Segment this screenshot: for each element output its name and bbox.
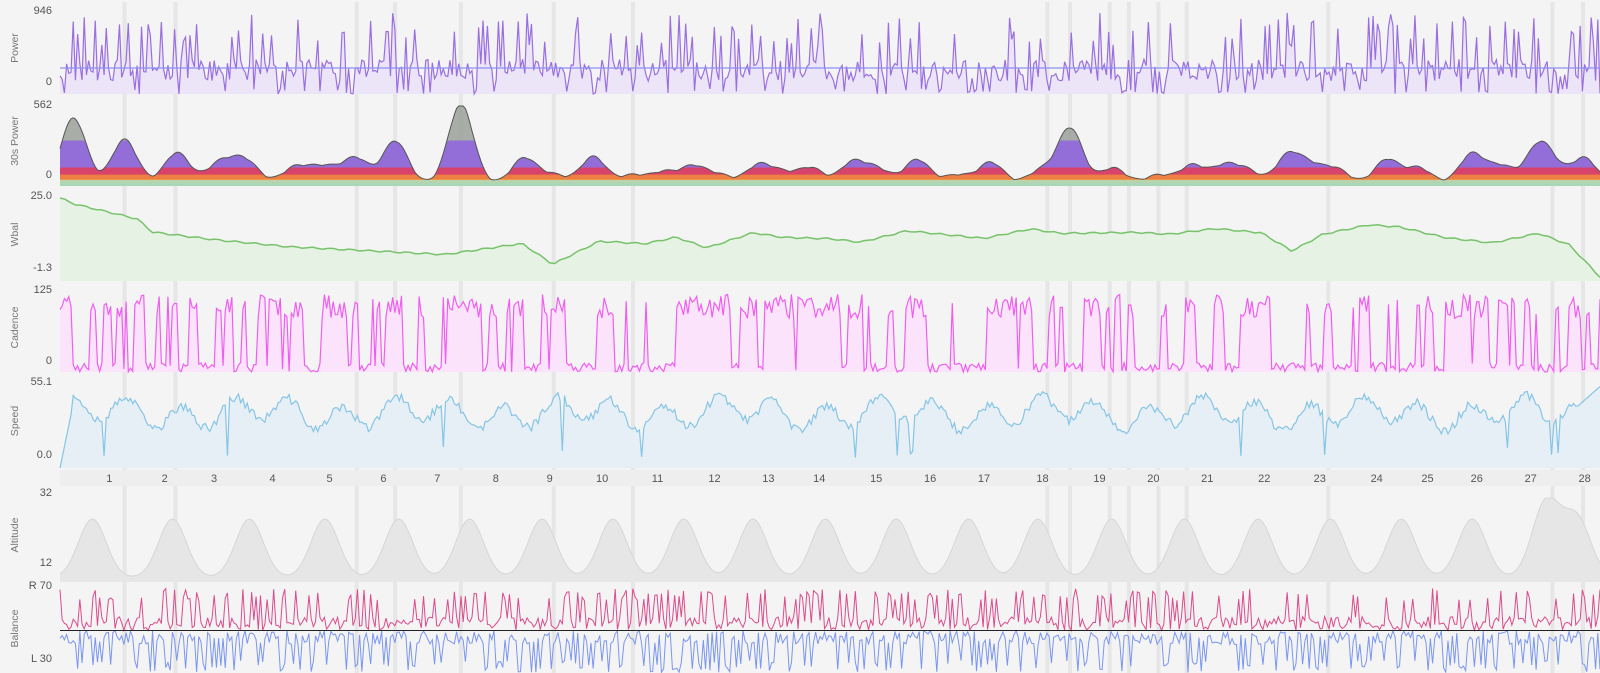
lap-label[interactable]: 18 <box>1036 473 1048 485</box>
lap-label[interactable]: 5 <box>326 473 332 485</box>
y-axis-label-3: Cadence <box>9 306 21 348</box>
lap-label[interactable]: 10 <box>596 473 608 485</box>
y-tick-label: 32 <box>40 487 52 499</box>
y-tick-label: 12 <box>40 557 52 569</box>
cadence-line[interactable] <box>59 292 1600 374</box>
y-tick-label: 946 <box>34 5 52 17</box>
lap-label[interactable]: 3 <box>211 473 217 485</box>
lap-label[interactable]: 9 <box>547 473 553 485</box>
y-axis-label-1: 30s Power <box>9 116 21 166</box>
30s-power-line[interactable] <box>59 105 1600 181</box>
lap-label[interactable]: 4 <box>269 473 275 485</box>
lap-label[interactable]: 16 <box>924 473 936 485</box>
y-tick-label: 125 <box>34 284 52 296</box>
y-tick-label: 0 <box>46 76 52 88</box>
lap-label[interactable]: 6 <box>380 473 386 485</box>
zone-floor <box>60 180 1600 186</box>
lap-label[interactable]: 26 <box>1471 473 1483 485</box>
lap-label[interactable]: 23 <box>1314 473 1326 485</box>
lap-label[interactable]: 27 <box>1525 473 1537 485</box>
altitude-line[interactable] <box>59 497 1600 577</box>
y-tick-label: 55.1 <box>31 376 52 388</box>
lap-label[interactable]: 7 <box>434 473 440 485</box>
lap-label[interactable]: 1 <box>106 473 112 485</box>
y-tick-label: 0 <box>46 355 52 367</box>
speed-line[interactable] <box>59 385 1600 469</box>
lap-label[interactable]: 14 <box>813 473 825 485</box>
lap-label[interactable]: 28 <box>1578 473 1590 485</box>
lap-label[interactable]: 15 <box>870 473 882 485</box>
y-tick-label: 0.0 <box>37 449 52 461</box>
panel-bg-6 <box>60 584 1600 673</box>
lap-label[interactable]: 12 <box>708 473 720 485</box>
balance-right-line[interactable] <box>59 587 1600 633</box>
lap-label[interactable]: 13 <box>762 473 774 485</box>
lap-label[interactable]: 25 <box>1421 473 1433 485</box>
y-tick-label: R 70 <box>29 580 52 592</box>
balance-left-line[interactable] <box>59 628 1600 673</box>
y-tick-label: 25.0 <box>31 190 52 202</box>
y-axis-label-2: Wbal <box>9 223 21 247</box>
y-axis-label-4: Speed <box>9 406 21 437</box>
y-tick-label: L 30 <box>31 653 52 665</box>
y-tick-label: -1.3 <box>33 262 52 274</box>
speed-area <box>60 386 1600 468</box>
lap-label[interactable]: 2 <box>162 473 168 485</box>
lap-label[interactable]: 17 <box>978 473 990 485</box>
lap-strip <box>60 470 1600 486</box>
wbal-line[interactable] <box>59 197 1600 278</box>
lap-label[interactable]: 20 <box>1147 473 1159 485</box>
lap-label[interactable]: 22 <box>1258 473 1270 485</box>
y-tick-label: 562 <box>34 99 52 111</box>
y-axis-label-5: Altitude <box>9 517 21 552</box>
lap-label[interactable]: 8 <box>493 473 499 485</box>
lap-label[interactable]: 11 <box>652 473 663 485</box>
altitude-area <box>60 498 1600 582</box>
lap-label[interactable]: 24 <box>1371 473 1383 485</box>
lap-label[interactable]: 19 <box>1093 473 1105 485</box>
lap-label[interactable]: 21 <box>1201 473 1213 485</box>
power-area <box>60 12 1600 94</box>
y-axis-label-0: Power <box>9 33 21 63</box>
y-tick-label: 0 <box>46 169 52 181</box>
wbal-area <box>60 198 1600 281</box>
power-line[interactable] <box>59 12 1600 96</box>
y-axis-label-6: Balance <box>9 609 21 647</box>
